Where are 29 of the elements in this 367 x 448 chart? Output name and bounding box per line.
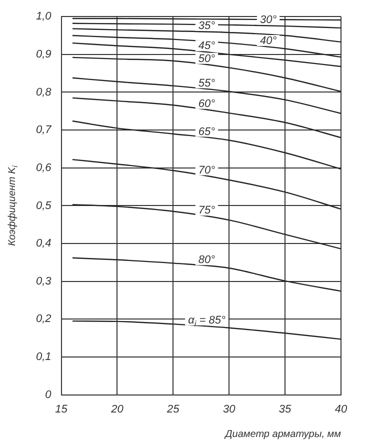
series-label: 30°: [260, 14, 278, 26]
series-label: 45°: [198, 40, 216, 52]
series-label: 55°: [198, 77, 216, 90]
x-tick-label: 15: [55, 403, 68, 416]
y-tick-label: 0,5: [36, 200, 52, 212]
x-tick-label: 30: [222, 403, 236, 416]
x-tick-label: 40: [334, 403, 348, 416]
series-label: 70°: [198, 164, 216, 176]
series-label: 60°: [198, 98, 216, 110]
x-tick-label: 25: [166, 403, 180, 416]
series-label: 80°: [198, 254, 216, 266]
y-tick-label: 0,3: [36, 275, 52, 288]
series-label: 75°: [198, 204, 216, 217]
y-tick-label: 1,0: [36, 10, 52, 23]
y-tick-label: 0: [45, 388, 52, 401]
y-tick-label: 0,7: [36, 124, 52, 136]
series-label: 35°: [198, 20, 216, 32]
y-tick-label: 0,9: [36, 48, 52, 60]
y-tick-label: 0,2: [36, 313, 52, 326]
x-axis-title: Диаметр арматуры, мм: [224, 428, 342, 440]
series-label: 50°: [198, 52, 216, 65]
x-tick-label: 35: [278, 403, 292, 416]
y-tick-label: 0,1: [36, 351, 52, 364]
y-tick-label: 0,8: [36, 86, 52, 98]
y-tick-label: 0,6: [36, 162, 52, 174]
series-label: 40°: [260, 35, 278, 48]
x-tick-label: 20: [110, 403, 124, 416]
series-label: 65°: [198, 126, 216, 138]
y-tick-label: 0,4: [36, 238, 52, 250]
